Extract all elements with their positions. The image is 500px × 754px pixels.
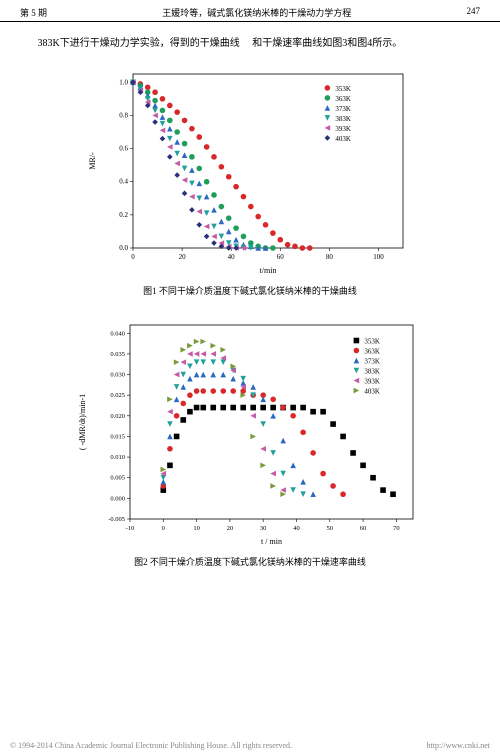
svg-text:393K: 393K — [364, 378, 380, 386]
svg-text:363K: 363K — [335, 95, 351, 103]
svg-text:0.025: 0.025 — [110, 392, 125, 399]
svg-text:100: 100 — [373, 253, 384, 261]
svg-text:0.000: 0.000 — [110, 495, 125, 502]
intro-text: 383K下进行干燥动力学实验，得到的干燥曲线 和干燥速率曲线如图3和图4所示。 — [30, 36, 470, 52]
svg-text:0.015: 0.015 — [110, 433, 125, 440]
drying-curve-chart: 0 20 40 60 80 100 0.0 0.2 0.4 0.6 0.8 1.0 t/min MR/- 3… — [85, 66, 415, 276]
svg-text:70: 70 — [393, 525, 400, 532]
svg-text:50: 50 — [327, 525, 334, 532]
svg-text:30: 30 — [260, 525, 267, 532]
svg-text:0.0: 0.0 — [119, 244, 128, 252]
svg-text:MR/-: MR/- — [88, 152, 97, 170]
svg-text:0.010: 0.010 — [110, 454, 125, 461]
svg-text:0.4: 0.4 — [119, 178, 128, 186]
header-left: 第 5 期 — [20, 6, 47, 19]
svg-text:393K: 393K — [335, 125, 351, 133]
figure-2-caption: 图2 不同干燥介质温度下碱式氯化镁纳米棒的干燥速率曲线 — [30, 555, 470, 568]
svg-text:373K: 373K — [364, 358, 380, 366]
svg-text:0: 0 — [162, 525, 165, 532]
svg-text:0.035: 0.035 — [110, 351, 125, 358]
svg-text:0.2: 0.2 — [119, 211, 128, 219]
svg-text:1.0: 1.0 — [119, 78, 128, 86]
footer-left: © 1994-2014 China Academic Journal Elect… — [10, 741, 292, 750]
svg-text:0.040: 0.040 — [110, 330, 125, 337]
svg-text:403K: 403K — [335, 135, 351, 143]
svg-text:383K: 383K — [364, 368, 380, 376]
svg-text:383K: 383K — [335, 115, 351, 123]
svg-text:0.030: 0.030 — [110, 372, 125, 379]
svg-text:40: 40 — [228, 253, 236, 261]
svg-text:363K: 363K — [364, 348, 380, 356]
svg-text:t / min: t / min — [261, 537, 282, 546]
page-footer: © 1994-2014 China Academic Journal Elect… — [0, 737, 500, 754]
drying-rate-chart: -10 0 10 20 30 40 50 60 70 -0.005 0.000 0.005 0.010 0… — [75, 317, 425, 547]
content: 383K下进行干燥动力学实验，得到的干燥曲线 和干燥速率曲线如图3和图4所示。 … — [0, 22, 500, 598]
svg-text:20: 20 — [227, 525, 234, 532]
svg-text:373K: 373K — [335, 105, 351, 113]
svg-text:353K: 353K — [364, 338, 380, 346]
svg-text:80: 80 — [326, 253, 334, 261]
svg-text:60: 60 — [360, 525, 367, 532]
svg-text:-0.005: -0.005 — [108, 516, 125, 523]
footer-right: http://www.cnki.net — [427, 741, 490, 750]
svg-text:403K: 403K — [364, 388, 380, 396]
svg-text:t/min: t/min — [260, 266, 277, 275]
svg-text:10: 10 — [193, 525, 200, 532]
svg-text:60: 60 — [277, 253, 285, 261]
svg-text:-10: -10 — [126, 525, 135, 532]
svg-text:0.8: 0.8 — [119, 111, 128, 119]
page-header: 第 5 期 王媛玲等，碱式氯化镁纳米棒的干燥动力学方程 247 — [0, 0, 500, 22]
svg-text:0.020: 0.020 — [110, 413, 125, 420]
svg-text:( -dMR/dt)/min-1: ( -dMR/dt)/min-1 — [78, 394, 87, 450]
header-center: 王媛玲等，碱式氯化镁纳米棒的干燥动力学方程 — [162, 6, 351, 19]
svg-text:0.005: 0.005 — [110, 475, 125, 482]
svg-text:353K: 353K — [335, 85, 351, 93]
svg-text:0: 0 — [131, 253, 135, 261]
svg-text:0.6: 0.6 — [119, 145, 128, 153]
figure-1-caption: 图1 不同干燥介质温度下碱式氯化镁纳米棒的干燥曲线 — [30, 284, 470, 297]
header-right: 247 — [467, 6, 481, 19]
svg-text:40: 40 — [293, 525, 300, 532]
svg-text:20: 20 — [179, 253, 187, 261]
